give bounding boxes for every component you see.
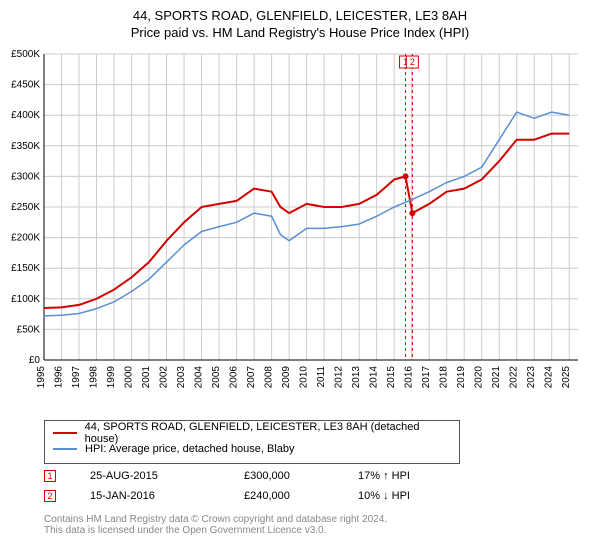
svg-text:2013: 2013: [351, 366, 362, 389]
svg-text:2018: 2018: [439, 366, 450, 389]
title-line2: Price paid vs. HM Land Registry's House …: [0, 25, 600, 40]
svg-text:2025: 2025: [561, 366, 572, 389]
legend-swatch-2: [53, 448, 77, 450]
event-hpi-1: 17% ↑ HPI: [358, 470, 458, 482]
svg-text:2011: 2011: [316, 366, 327, 388]
svg-text:£250K: £250K: [11, 202, 40, 213]
svg-text:2021: 2021: [491, 366, 502, 389]
svg-text:£100K: £100K: [11, 294, 40, 305]
svg-text:2003: 2003: [176, 366, 187, 389]
svg-text:2005: 2005: [211, 366, 222, 389]
legend-row-1: 44, SPORTS ROAD, GLENFIELD, LEICESTER, L…: [53, 425, 451, 441]
svg-text:2: 2: [410, 57, 415, 67]
svg-text:2007: 2007: [246, 366, 257, 389]
svg-text:2023: 2023: [526, 366, 537, 389]
footer-line2: This data is licensed under the Open Gov…: [44, 525, 387, 536]
footer-line1: Contains HM Land Registry data © Crown c…: [44, 514, 387, 525]
svg-text:2001: 2001: [141, 366, 152, 389]
title-block: 44, SPORTS ROAD, GLENFIELD, LEICESTER, L…: [0, 0, 600, 40]
events-table: 1 25-AUG-2015 £300,000 17% ↑ HPI 2 15-JA…: [44, 466, 458, 506]
svg-text:2012: 2012: [334, 366, 345, 389]
svg-text:2019: 2019: [456, 366, 467, 389]
svg-text:£200K: £200K: [11, 233, 40, 244]
svg-text:1998: 1998: [89, 366, 100, 389]
legend: 44, SPORTS ROAD, GLENFIELD, LEICESTER, L…: [44, 420, 460, 464]
svg-text:1996: 1996: [54, 366, 65, 389]
svg-text:2016: 2016: [404, 366, 415, 389]
svg-text:2008: 2008: [264, 366, 275, 389]
svg-text:£50K: £50K: [17, 324, 41, 335]
title-line1: 44, SPORTS ROAD, GLENFIELD, LEICESTER, L…: [0, 8, 600, 23]
event-price-1: £300,000: [244, 470, 324, 482]
svg-text:£350K: £350K: [11, 141, 40, 152]
svg-text:2004: 2004: [194, 366, 205, 389]
svg-text:2022: 2022: [509, 366, 520, 389]
event-price-2: £240,000: [244, 490, 324, 502]
event-date-1: 25-AUG-2015: [90, 470, 210, 482]
svg-text:2020: 2020: [474, 366, 485, 389]
svg-text:2017: 2017: [421, 366, 432, 389]
event-row-1: 1 25-AUG-2015 £300,000 17% ↑ HPI: [44, 466, 458, 486]
event-hpi-2: 10% ↓ HPI: [358, 490, 458, 502]
svg-text:£150K: £150K: [11, 263, 40, 274]
svg-text:2024: 2024: [544, 366, 555, 389]
legend-swatch-1: [53, 432, 77, 434]
footer: Contains HM Land Registry data © Crown c…: [44, 514, 387, 536]
legend-label-1: 44, SPORTS ROAD, GLENFIELD, LEICESTER, L…: [85, 421, 451, 445]
chart-container: 44, SPORTS ROAD, GLENFIELD, LEICESTER, L…: [0, 0, 600, 560]
event-date-2: 15-JAN-2016: [90, 490, 210, 502]
chart-area: £0 £50K £100K £150K £200K £250K £300K £350K £400…: [0, 48, 600, 418]
legend-label-2: HPI: Average price, detached house, Blab…: [85, 443, 295, 455]
svg-text:£400K: £400K: [11, 110, 40, 121]
svg-text:2002: 2002: [159, 366, 170, 389]
event-marker-1: 1: [44, 470, 56, 482]
svg-text:1995: 1995: [36, 366, 47, 389]
svg-text:2010: 2010: [299, 366, 310, 389]
svg-text:2015: 2015: [386, 366, 397, 389]
svg-text:£300K: £300K: [11, 171, 40, 182]
svg-text:£450K: £450K: [11, 80, 40, 91]
svg-text:2014: 2014: [369, 366, 380, 389]
svg-text:£500K: £500K: [11, 49, 40, 60]
svg-text:1997: 1997: [71, 366, 82, 389]
svg-text:2006: 2006: [229, 366, 240, 389]
event-row-2: 2 15-JAN-2016 £240,000 10% ↓ HPI: [44, 486, 458, 506]
svg-text:2000: 2000: [124, 366, 135, 389]
svg-text:1999: 1999: [106, 366, 117, 389]
event-marker-2: 2: [44, 490, 56, 502]
svg-text:2009: 2009: [281, 366, 292, 389]
svg-text:£0: £0: [29, 355, 41, 366]
chart-svg: £0 £50K £100K £150K £200K £250K £300K £350K £400…: [0, 48, 600, 418]
